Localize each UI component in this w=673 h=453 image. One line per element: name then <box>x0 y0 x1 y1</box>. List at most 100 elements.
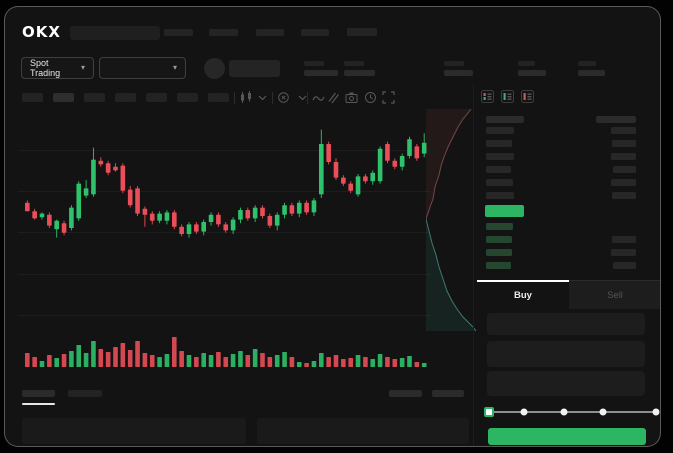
chart-type-icon[interactable] <box>239 91 253 104</box>
gridline <box>18 274 430 275</box>
amount-slider[interactable] <box>484 404 660 420</box>
screenshot-icon[interactable] <box>345 91 358 104</box>
gridline <box>18 150 430 151</box>
orderbook-asks <box>486 127 636 199</box>
slider-stop[interactable] <box>560 408 568 416</box>
coin-avatar <box>204 58 225 79</box>
stat-label <box>578 61 596 66</box>
price-placeholder <box>486 223 513 230</box>
amount-placeholder <box>613 166 636 173</box>
stat-value <box>578 70 605 76</box>
orderbook-view-asks-icon[interactable] <box>521 90 534 103</box>
amount-input[interactable] <box>487 341 645 367</box>
amount-placeholder <box>611 249 636 256</box>
slider-stop[interactable] <box>652 408 660 416</box>
amount-placeholder <box>613 262 636 269</box>
market-type-label: Spot Trading <box>30 58 61 78</box>
amount-placeholder <box>611 153 636 160</box>
app-window: OKX Spot Trading ▾ ▾ <box>4 6 661 447</box>
bottom-action-button[interactable] <box>389 390 422 397</box>
orderbook-view-bids-icon[interactable] <box>501 90 514 103</box>
pair-select[interactable]: ▾ <box>99 57 186 79</box>
orderbook-row[interactable] <box>486 236 636 243</box>
slider-stop[interactable] <box>520 408 528 416</box>
gridline <box>18 315 430 316</box>
orderbook-bids <box>486 223 636 269</box>
slider-stop[interactable] <box>484 407 494 417</box>
price-placeholder <box>486 192 514 199</box>
market-type-select[interactable]: Spot Trading ▾ <box>21 57 94 79</box>
trade-tabs: Buy Sell <box>477 280 660 309</box>
bottom-action-button[interactable] <box>432 390 464 397</box>
orderbook-row[interactable] <box>486 127 636 134</box>
submit-buy-button[interactable] <box>488 428 646 445</box>
indicators-icon[interactable] <box>277 91 290 104</box>
toolbar-divider <box>272 92 273 104</box>
drawing-tools-icon[interactable] <box>327 91 340 104</box>
orderbook-row[interactable] <box>486 249 636 256</box>
orderbook-row[interactable] <box>486 192 636 199</box>
stat-label <box>304 61 324 66</box>
interval-button[interactable] <box>22 93 43 102</box>
search-input[interactable] <box>70 26 160 40</box>
pair-name-placeholder <box>229 60 280 77</box>
candlestick-chart[interactable] <box>22 107 428 369</box>
compare-line-icon[interactable] <box>312 93 325 103</box>
nav-item[interactable] <box>164 29 193 36</box>
time-icon[interactable] <box>364 91 377 104</box>
tab-sell-label: Sell <box>607 289 623 301</box>
price-placeholder <box>486 262 511 269</box>
interval-button[interactable] <box>115 93 136 102</box>
price-placeholder <box>486 127 514 134</box>
tab-buy[interactable]: Buy <box>477 280 569 309</box>
orderbook-row[interactable] <box>486 262 636 269</box>
depth-chart[interactable] <box>426 109 479 331</box>
stat-value <box>344 70 375 76</box>
price-placeholder <box>486 153 514 160</box>
orderbook-view-combined-icon[interactable] <box>481 90 494 103</box>
stat-label <box>344 61 364 66</box>
total-input[interactable] <box>487 371 645 396</box>
orderbook-row[interactable] <box>486 140 636 147</box>
stat-label <box>518 61 535 66</box>
chevron-down-icon: ▾ <box>80 63 85 72</box>
orderbook-row[interactable] <box>486 166 636 173</box>
last-price-bar[interactable] <box>485 205 524 217</box>
price-input[interactable] <box>487 313 645 335</box>
bottom-tab[interactable] <box>68 390 102 397</box>
stat-label <box>444 61 464 66</box>
amount-placeholder <box>612 236 636 243</box>
nav-item[interactable] <box>209 29 238 36</box>
tab-buy-label: Buy <box>514 289 532 301</box>
chart-type-dropdown-icon[interactable] <box>258 95 267 101</box>
interval-button[interactable] <box>208 93 229 102</box>
interval-button[interactable] <box>177 93 198 102</box>
history-panel-placeholder <box>257 418 469 444</box>
nav-item[interactable] <box>347 28 377 36</box>
orderbook-row[interactable] <box>486 223 636 230</box>
stat-value <box>518 70 546 76</box>
orderbook-row[interactable] <box>486 153 636 160</box>
interval-button[interactable] <box>146 93 167 102</box>
amount-placeholder <box>612 192 636 199</box>
panel-divider <box>473 84 474 446</box>
orderbook-row[interactable] <box>486 179 636 186</box>
amount-placeholder <box>611 179 636 186</box>
slider-track[interactable] <box>489 411 656 413</box>
interval-button-active[interactable] <box>53 93 74 102</box>
price-placeholder <box>486 140 512 147</box>
indicators-dropdown-icon[interactable] <box>298 95 307 101</box>
tab-sell[interactable]: Sell <box>569 281 660 309</box>
toolbar-divider <box>307 92 308 104</box>
chevron-down-icon: ▾ <box>172 63 177 72</box>
price-placeholder <box>486 179 513 186</box>
bottom-tab-underline <box>22 403 55 405</box>
price-placeholder <box>486 249 512 256</box>
fullscreen-icon[interactable] <box>382 91 395 104</box>
nav-item[interactable] <box>256 29 284 36</box>
toolbar-divider <box>234 92 235 104</box>
bottom-tab-active[interactable] <box>22 390 55 397</box>
slider-stop[interactable] <box>599 408 607 416</box>
interval-button[interactable] <box>84 93 105 102</box>
nav-item[interactable] <box>301 29 329 36</box>
